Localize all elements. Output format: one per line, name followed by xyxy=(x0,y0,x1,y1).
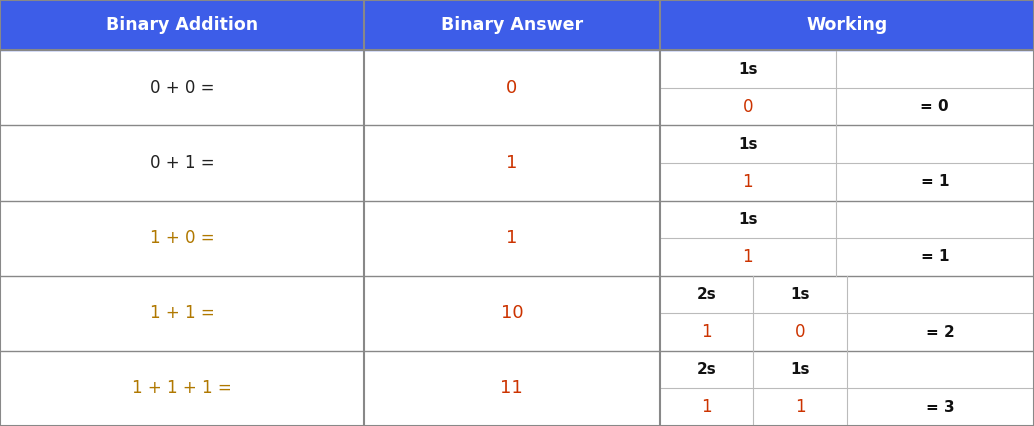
Text: 1: 1 xyxy=(506,154,518,172)
Text: 1: 1 xyxy=(795,398,805,416)
Text: 1s: 1s xyxy=(738,61,757,77)
Bar xyxy=(0,0,364,50)
Text: Binary Addition: Binary Addition xyxy=(105,16,258,34)
Bar xyxy=(0,201,1034,276)
Text: 1 + 1 =: 1 + 1 = xyxy=(150,304,214,322)
Text: 1s: 1s xyxy=(790,362,810,377)
Text: 2s: 2s xyxy=(697,362,717,377)
Bar xyxy=(0,125,1034,201)
Text: 1s: 1s xyxy=(790,287,810,302)
Text: = 1: = 1 xyxy=(920,249,949,265)
Text: Working: Working xyxy=(807,16,887,34)
Text: 0 + 1 =: 0 + 1 = xyxy=(150,154,214,172)
Text: 10: 10 xyxy=(500,304,523,322)
Text: 1: 1 xyxy=(506,229,518,247)
Text: 1: 1 xyxy=(701,323,711,341)
Text: 1 + 1 + 1 =: 1 + 1 + 1 = xyxy=(132,380,232,397)
Text: 0: 0 xyxy=(795,323,805,341)
Text: 11: 11 xyxy=(500,380,523,397)
Text: 1: 1 xyxy=(701,398,711,416)
Text: 0: 0 xyxy=(507,79,517,97)
Text: 2s: 2s xyxy=(697,287,717,302)
Text: 1: 1 xyxy=(742,248,753,266)
Text: Binary Answer: Binary Answer xyxy=(440,16,583,34)
Text: 1 + 0 =: 1 + 0 = xyxy=(150,229,214,247)
Text: = 2: = 2 xyxy=(926,325,954,340)
Text: = 1: = 1 xyxy=(920,174,949,189)
Text: 1: 1 xyxy=(742,173,753,191)
Bar xyxy=(0,276,1034,351)
Bar xyxy=(364,0,660,50)
Text: 0: 0 xyxy=(742,98,753,115)
Bar xyxy=(0,351,1034,426)
Text: = 0: = 0 xyxy=(920,99,949,114)
Text: 1s: 1s xyxy=(738,212,757,227)
Text: = 3: = 3 xyxy=(926,400,954,415)
Bar xyxy=(0,50,1034,125)
Bar xyxy=(660,0,1034,50)
Text: 1s: 1s xyxy=(738,137,757,152)
Text: 0 + 0 =: 0 + 0 = xyxy=(150,79,214,97)
